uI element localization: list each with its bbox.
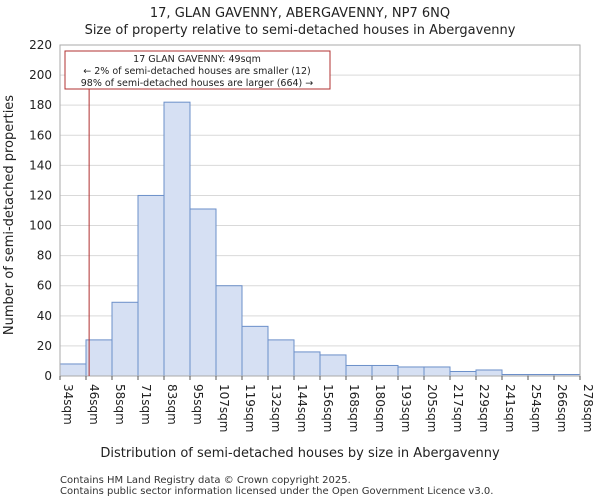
x-tick-label: 193sqm (399, 384, 413, 432)
x-tick-label: 156sqm (321, 384, 335, 432)
annotation-box: 17 GLAN GAVENNY: 49sqm ← 2% of semi-deta… (64, 50, 331, 90)
x-tick-label: 205sqm (425, 384, 439, 432)
x-tick-label: 132sqm (269, 384, 283, 432)
x-axis-ticks: 34sqm 46sqm 58sqm 71sqm 83sqm 95sqm 107sqm 119s… (59, 376, 595, 432)
x-tick-label: 46sqm (87, 384, 101, 425)
x-tick-label: 229sqm (477, 384, 491, 432)
y-tick-label: 0 (44, 369, 52, 383)
bar-156sqm (319, 354, 347, 377)
y-tick-label: 120 (29, 188, 52, 202)
bar-144sqm (293, 351, 321, 377)
annotation-line1: 17 GLAN GAVENNY: 49sqm (133, 54, 261, 65)
bar-217sqm (449, 370, 477, 377)
bar-180sqm (371, 364, 399, 377)
x-tick-label: 217sqm (451, 384, 465, 432)
bar-58sqm (111, 301, 139, 377)
y-axis-ticks: 0 20 40 60 80 100 120 140 160 180 200 220 (29, 38, 52, 383)
footer-line1: Contains HM Land Registry data © Crown c… (60, 475, 351, 486)
bar-132sqm (267, 339, 295, 377)
bar-46sqm (85, 339, 113, 377)
y-tick-label: 40 (37, 309, 52, 323)
y-tick-label: 180 (29, 98, 52, 112)
annotation-line3: 98% of semi-detached houses are larger (… (81, 78, 314, 89)
bar-205sqm (423, 366, 451, 377)
x-tick-label: 34sqm (61, 384, 75, 425)
x-tick-label: 241sqm (503, 384, 517, 432)
x-tick-label: 107sqm (217, 384, 231, 432)
bar-107sqm (215, 285, 243, 377)
y-tick-label: 80 (37, 249, 52, 263)
bar-71sqm (137, 194, 165, 377)
chart-subtitle: Size of property relative to semi-detach… (85, 23, 516, 38)
annotation-line2: ← 2% of semi-detached houses are smaller… (83, 66, 311, 77)
x-tick-label: 254sqm (529, 384, 543, 432)
bar-168sqm (345, 364, 373, 377)
footer-line2: Contains public sector information licen… (60, 486, 493, 497)
bar-95sqm (189, 208, 217, 377)
chart-title: 17, GLAN GAVENNY, ABERGAVENNY, NP7 6NQ (150, 6, 450, 21)
x-tick-label: 168sqm (347, 384, 361, 432)
bar-229sqm (475, 369, 503, 377)
y-tick-label: 60 (37, 279, 52, 293)
x-tick-label: 278sqm (581, 384, 595, 432)
y-tick-label: 220 (29, 38, 52, 52)
x-tick-label: 266sqm (555, 384, 569, 432)
bar-193sqm (397, 366, 425, 377)
y-axis-label: Number of semi-detached properties (2, 95, 17, 335)
x-tick-label: 83sqm (165, 384, 179, 425)
y-tick-label: 140 (29, 158, 52, 172)
x-tick-label: 144sqm (295, 384, 309, 432)
bar-119sqm (241, 325, 269, 377)
x-tick-label: 71sqm (139, 384, 153, 425)
bar-83sqm (163, 101, 191, 377)
y-tick-label: 20 (37, 339, 52, 353)
y-tick-label: 200 (29, 68, 52, 82)
x-tick-label: 95sqm (191, 384, 205, 425)
x-axis-label: Distribution of semi-detached houses by … (100, 446, 500, 461)
x-tick-label: 180sqm (373, 384, 387, 432)
x-tick-label: 58sqm (113, 384, 127, 425)
bars (59, 101, 581, 377)
x-tick-label: 119sqm (243, 384, 257, 432)
y-tick-label: 100 (29, 219, 52, 233)
y-tick-label: 160 (29, 128, 52, 142)
bar-34sqm (59, 363, 87, 377)
annotation-frame (64, 50, 331, 90)
